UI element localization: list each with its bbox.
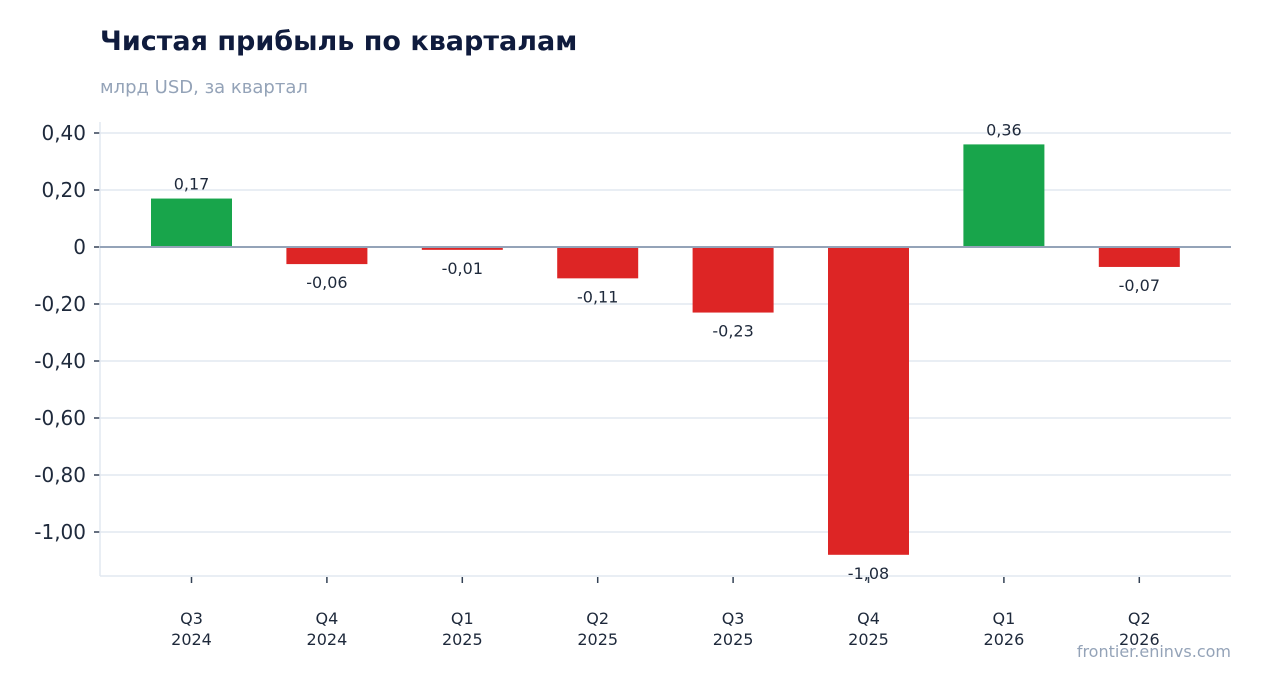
x-tick-label: Q2	[586, 609, 609, 628]
data-label: 0,17	[174, 175, 210, 194]
bar	[963, 144, 1045, 247]
x-tick-label: 2025	[848, 630, 889, 649]
x-tick-label: Q4	[857, 609, 880, 628]
data-labels: 0,17 -0,06 -0,01 -0,11 -0,23 -1,08 0,36 -0,07	[174, 120, 1160, 582]
bar	[286, 247, 368, 265]
x-tick-label: Q2	[1128, 609, 1151, 628]
y-axis: 0,40 0,20 0 -0,20 -0,40 -0,60 -0,80 -1,00	[34, 121, 101, 576]
source-credit: frontier.eninvs.com	[1076, 642, 1231, 661]
bar	[1098, 247, 1180, 267]
y-tick-label: -0,40	[34, 349, 86, 373]
y-tick-label: -0,80	[34, 463, 86, 487]
bar	[557, 247, 639, 279]
x-tick-label: Q1	[451, 609, 474, 628]
bars	[100, 144, 1231, 555]
grid-lines	[100, 132, 1231, 533]
y-tick-label: 0,40	[41, 121, 86, 145]
data-label: -0,11	[577, 287, 618, 306]
x-tick-label: 2024	[171, 630, 212, 649]
x-tick-label: 2025	[577, 630, 618, 649]
x-tick-label: Q4	[316, 609, 339, 628]
x-tick-label: 2026	[984, 630, 1025, 649]
data-label: -1,08	[848, 564, 889, 583]
y-tick-label: -0,20	[34, 292, 86, 316]
x-tick-label: 2025	[442, 630, 483, 649]
bar	[692, 247, 774, 313]
data-label: -0,01	[442, 259, 483, 278]
data-label: -0,23	[712, 322, 753, 341]
chart-title: Чистая прибыль по кварталам	[100, 26, 578, 57]
x-tick-label: 2025	[713, 630, 754, 649]
data-label: 0,36	[986, 120, 1022, 139]
x-tick-label: 2024	[307, 630, 348, 649]
x-tick-label: Q3	[722, 609, 745, 628]
x-tick-label: Q1	[993, 609, 1016, 628]
bar	[151, 198, 232, 247]
y-tick-label: 0	[73, 235, 86, 259]
x-axis: Q3 2024 Q4 2024 Q1 2025 Q2 2025 Q3 2025 Q4 2025 Q1 20…	[100, 575, 1231, 649]
data-label: -0,06	[306, 273, 347, 292]
data-label: -0,07	[1119, 276, 1160, 295]
y-tick-label: -0,60	[34, 406, 86, 430]
y-tick-label: -1,00	[34, 520, 86, 544]
x-tick-label: Q3	[180, 609, 203, 628]
bar	[421, 247, 503, 250]
x-tick-label: 2026	[1119, 630, 1160, 649]
bar	[828, 247, 909, 555]
chart-subtitle: млрд USD, за квартал	[100, 77, 308, 98]
y-tick-label: 0,20	[41, 178, 86, 202]
